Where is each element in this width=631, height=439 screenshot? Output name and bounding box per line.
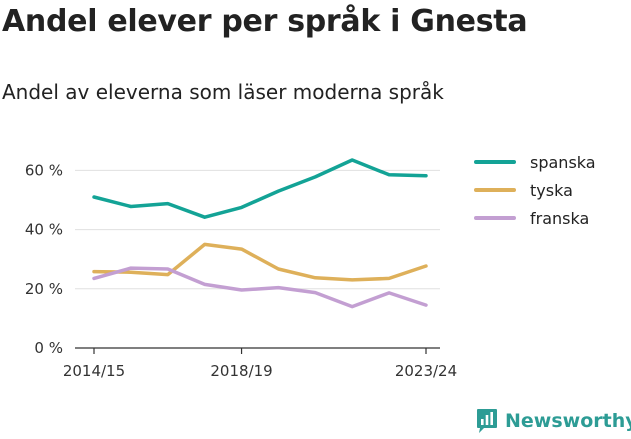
legend-swatch-tyska	[474, 188, 516, 192]
brand[interactable]: Newsworthy	[476, 408, 631, 434]
series-lines	[92, 158, 428, 309]
newsworthy-logo-icon	[477, 409, 497, 433]
legend-label-spanska: spanska	[530, 152, 596, 172]
brand-name: Newsworthy	[505, 410, 631, 432]
x-tick-label: 2018/19	[210, 362, 272, 380]
series-line-franska[interactable]	[92, 266, 428, 309]
y-tick-label: 20 %	[25, 280, 63, 298]
series-line-tyska[interactable]	[92, 242, 428, 282]
legend-swatch-spanska	[474, 160, 516, 164]
x-tick-label: 2014/15	[63, 362, 125, 380]
x-axis	[75, 347, 440, 354]
y-axis-labels: 0 % 20 % 40 % 60 %	[25, 161, 63, 357]
x-axis-labels: 2014/15 2018/19 2023/24	[63, 362, 457, 380]
y-tick-label: 40 %	[25, 221, 63, 239]
legend: spanska tyska franska	[474, 148, 596, 232]
legend-item-spanska[interactable]: spanska	[474, 148, 596, 176]
legend-label-franska: franska	[530, 208, 590, 228]
y-tick-label: 60 %	[25, 161, 63, 179]
chart-title: Andel elever per språk i Gnesta	[2, 4, 528, 39]
series-line-spanska[interactable]	[92, 158, 428, 219]
x-tick-label: 2023/24	[395, 362, 457, 380]
chart-subtitle: Andel av eleverna som läser moderna språ…	[2, 80, 444, 104]
y-tick-label: 0 %	[34, 339, 63, 357]
legend-label-tyska: tyska	[530, 180, 573, 200]
legend-swatch-franska	[474, 216, 516, 220]
legend-item-tyska[interactable]: tyska	[474, 176, 596, 204]
legend-item-franska[interactable]: franska	[474, 204, 596, 232]
